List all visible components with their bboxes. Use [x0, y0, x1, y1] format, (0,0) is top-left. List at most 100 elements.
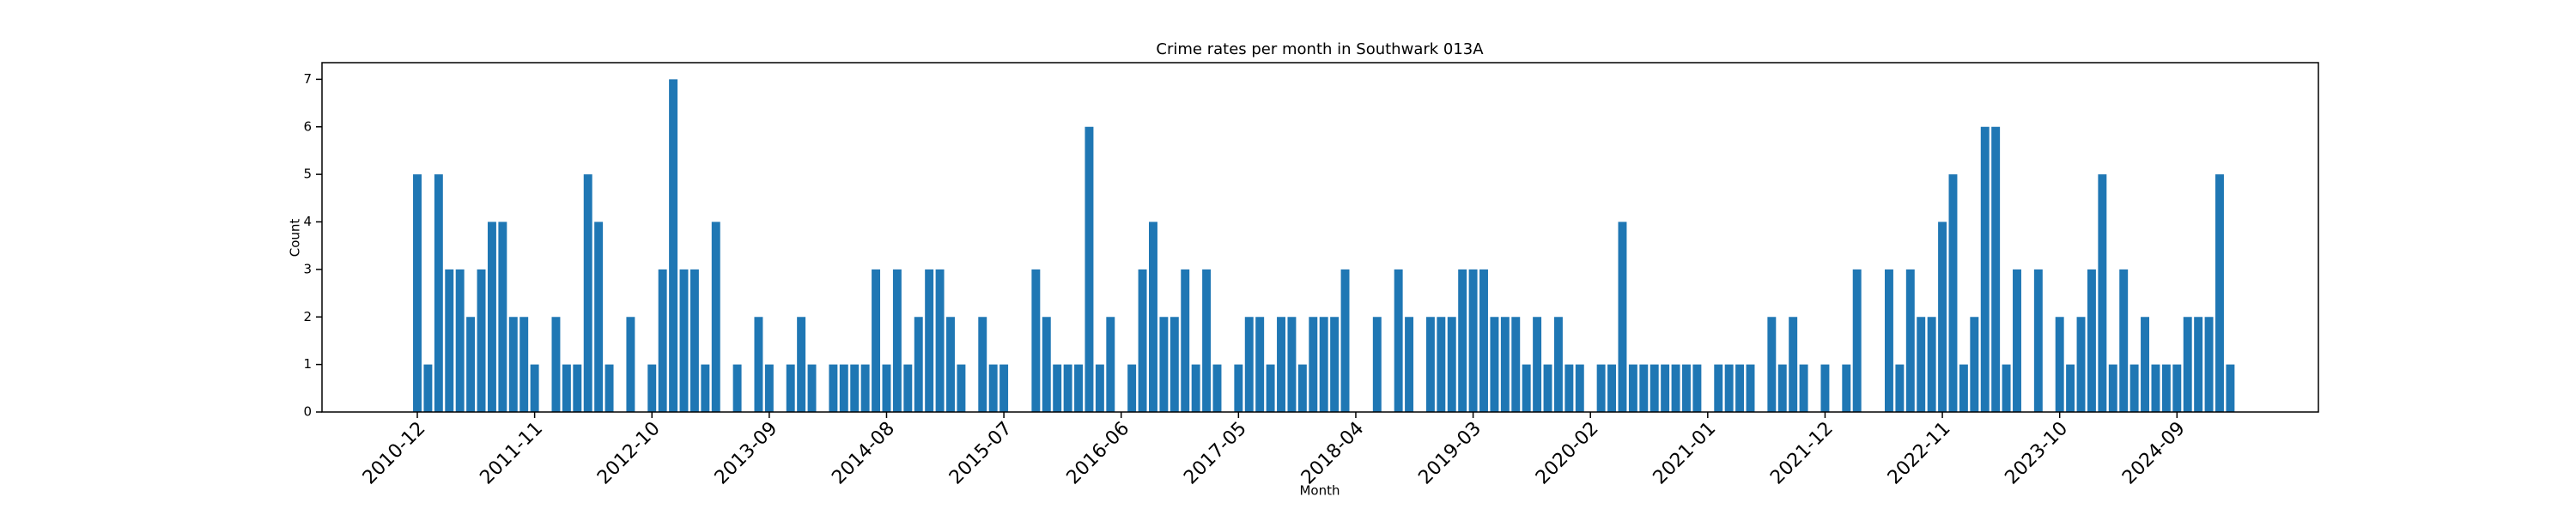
bar	[1266, 364, 1275, 412]
bar	[1522, 364, 1531, 412]
bar	[2215, 174, 2224, 412]
y-axis-label: Count	[288, 219, 303, 258]
bar	[1202, 269, 1212, 412]
bar	[903, 364, 913, 412]
bar	[562, 364, 571, 412]
bar	[1063, 364, 1072, 412]
bar	[1852, 269, 1862, 412]
bar	[935, 269, 945, 412]
bar	[1500, 317, 1510, 412]
bar	[1692, 364, 1702, 412]
bar	[1511, 317, 1521, 412]
bar	[1607, 364, 1617, 412]
bar	[1789, 317, 1798, 412]
bar	[2013, 269, 2021, 412]
bar	[1437, 317, 1446, 412]
bar	[594, 221, 604, 412]
x-tick-label: 2013-09	[711, 418, 782, 489]
bar	[1425, 317, 1435, 412]
bar	[1297, 364, 1307, 412]
x-tick-label: 2012-10	[593, 418, 665, 489]
bar	[882, 364, 891, 412]
bar	[2151, 364, 2160, 412]
bar	[797, 317, 806, 412]
bar	[2108, 364, 2117, 412]
bar	[487, 221, 496, 412]
bar	[732, 364, 742, 412]
bar	[1777, 364, 1787, 412]
bar	[2002, 364, 2011, 412]
bar	[1564, 364, 1574, 412]
bar	[1799, 364, 1808, 412]
bar	[1991, 126, 2001, 412]
bar	[1106, 317, 1115, 412]
bar	[413, 174, 422, 412]
bar	[860, 364, 870, 412]
chart-title: Crime rates per month in Southwark 013A	[1156, 40, 1484, 58]
bar	[2066, 364, 2075, 412]
bar	[1212, 364, 1222, 412]
bar	[455, 269, 465, 412]
bar	[1884, 269, 1893, 412]
bar	[1244, 317, 1254, 412]
bar	[2087, 269, 2096, 412]
bar	[1543, 364, 1552, 412]
bar	[445, 269, 454, 412]
bar	[1618, 221, 1627, 412]
bar	[1074, 364, 1084, 412]
y-tick-label: 0	[303, 404, 312, 420]
bar	[1479, 269, 1488, 412]
bar	[1938, 221, 1947, 412]
bar	[1490, 317, 1499, 412]
bar	[530, 364, 539, 412]
bar	[423, 364, 433, 412]
x-tick-label: 2014-08	[828, 418, 899, 489]
y-tick-label: 6	[303, 118, 312, 134]
bar	[1682, 364, 1691, 412]
bar	[1319, 317, 1328, 412]
bar	[2226, 364, 2235, 412]
x-tick-label: 2020-02	[1532, 418, 1603, 489]
bar	[1842, 364, 1851, 412]
bar	[658, 269, 667, 412]
bar	[573, 364, 582, 412]
x-tick-label: 2019-03	[1414, 418, 1485, 489]
bar	[839, 364, 848, 412]
plot-frame	[321, 62, 2319, 413]
bar	[1255, 317, 1265, 412]
bar	[1170, 317, 1179, 412]
bar	[1948, 174, 1958, 412]
bar	[1714, 364, 1723, 412]
bar	[626, 317, 635, 412]
bar	[1309, 317, 1318, 412]
bar	[1468, 269, 1478, 412]
bar	[2098, 174, 2107, 412]
bar	[1042, 317, 1051, 412]
bar	[1724, 364, 1734, 412]
bar	[1405, 317, 1414, 412]
bar	[1127, 364, 1137, 412]
bar	[508, 317, 518, 412]
bar	[2033, 269, 2043, 412]
bar	[701, 364, 710, 412]
y-tick-label: 2	[303, 309, 312, 324]
bar	[1767, 317, 1777, 412]
bar	[519, 317, 529, 412]
bar	[1149, 221, 1157, 412]
bar	[978, 317, 987, 412]
bar	[914, 317, 923, 412]
bar	[711, 221, 720, 412]
x-tick-label: 2017-05	[1180, 418, 1251, 489]
bar	[690, 269, 699, 412]
bar	[1927, 317, 1936, 412]
bar	[1095, 364, 1104, 412]
bar	[1372, 317, 1382, 412]
bar	[2119, 269, 2129, 412]
bar	[2172, 364, 2182, 412]
bar	[1191, 364, 1200, 412]
bar	[999, 364, 1009, 412]
x-tick-label: 2016-06	[1063, 418, 1134, 489]
bar	[892, 269, 902, 412]
x-axis-label: Month	[1299, 483, 1340, 499]
bar	[1053, 364, 1062, 412]
